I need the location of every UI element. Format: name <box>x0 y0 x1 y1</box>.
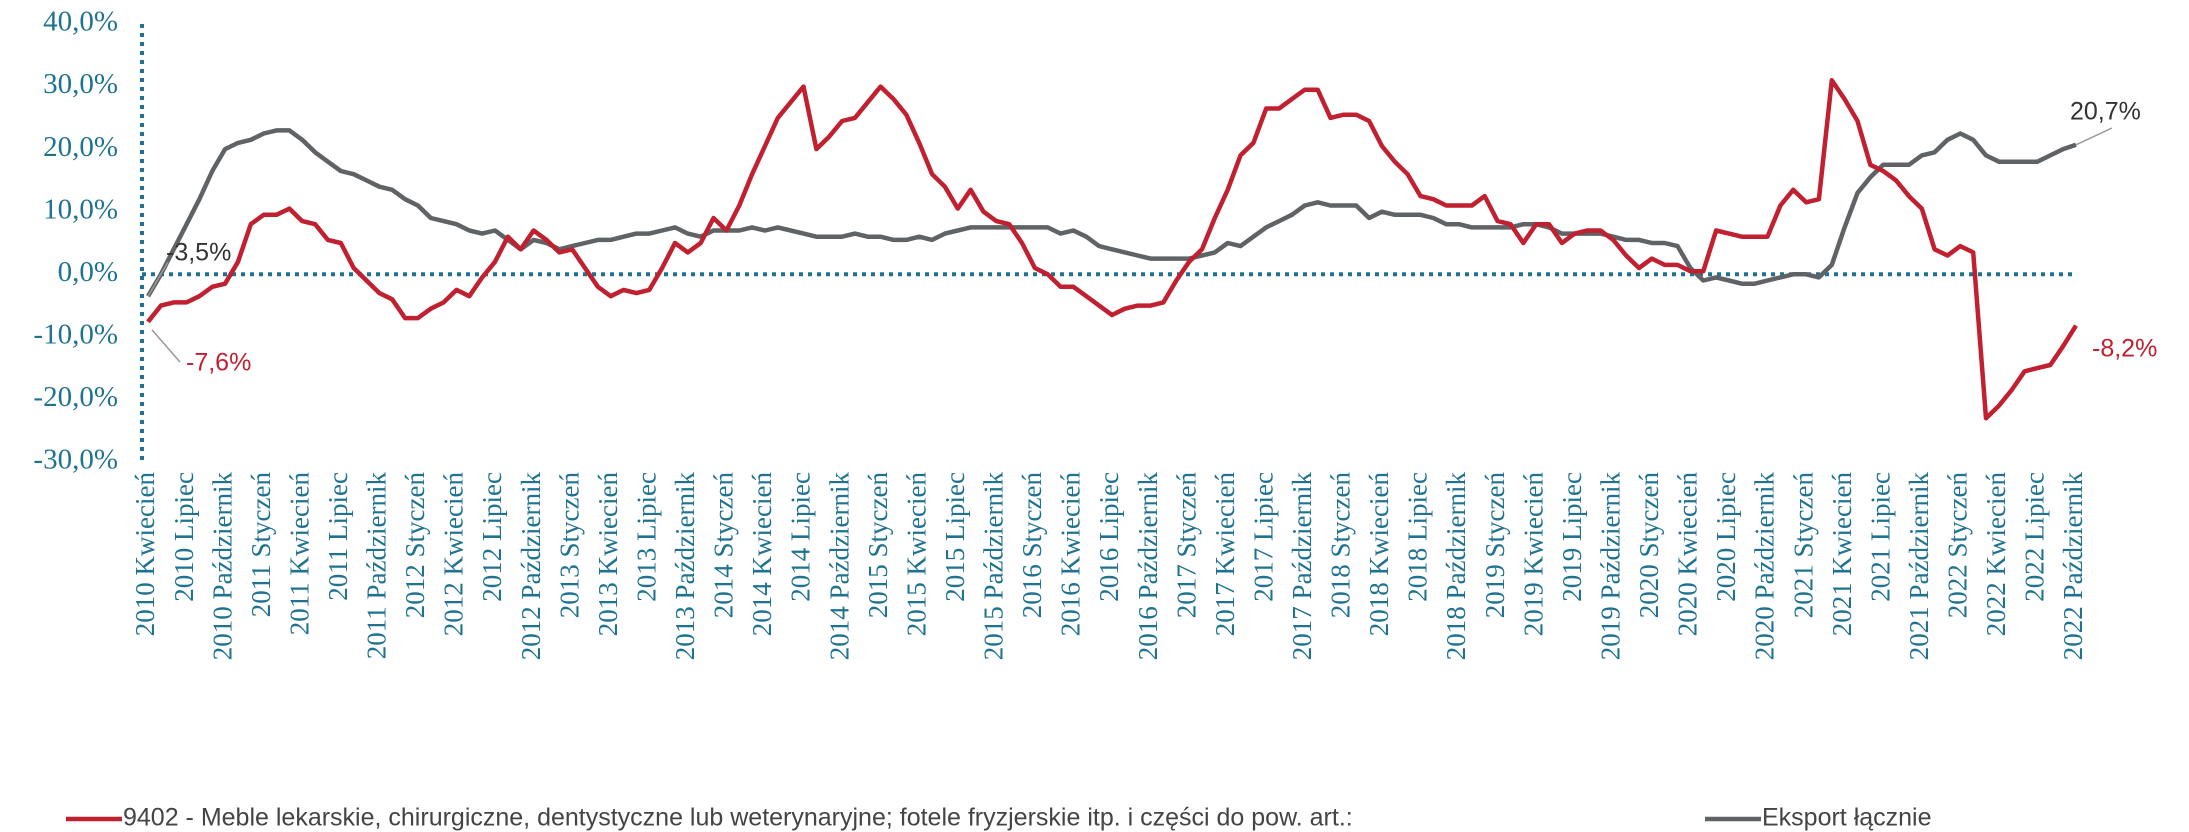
y-tick-label: -20,0% <box>33 381 118 413</box>
x-tick-label: 2013 Kwiecień <box>593 472 623 637</box>
x-tick-label: 2011 Styczeń <box>246 472 276 618</box>
series-line <box>146 78 2078 421</box>
x-tick-label: 2021 Lipiec <box>1865 472 1895 602</box>
x-tick-label: 2022 Lipiec <box>2020 472 2050 602</box>
x-tick-label: 2016 Lipiec <box>1094 472 1124 602</box>
x-tick-label: 2014 Styczeń <box>709 472 739 619</box>
x-tick-label: 2018 Lipiec <box>1403 472 1433 602</box>
x-tick-label: 2015 Kwiecień <box>901 472 931 637</box>
x-tick-label: 2021 Kwiecień <box>1827 472 1857 637</box>
y-tick-label: 40,0% <box>43 6 118 38</box>
legend-label: 9402 - Meble lekarskie, chirurgiczne, de… <box>123 804 1353 832</box>
x-tick-label: 2010 Kwiecień <box>130 472 160 637</box>
annotation-leader <box>151 329 181 363</box>
x-tick-label: 2018 Kwiecień <box>1364 472 1394 637</box>
legend-label: Eksport łącznie <box>1762 804 1932 832</box>
x-tick-label: 2013 Styczeń <box>554 472 584 619</box>
x-tick-label: 2012 Październik <box>516 472 546 661</box>
x-tick-label: 2021 Październik <box>1904 472 1934 661</box>
x-tick-label: 2015 Lipiec <box>940 472 970 602</box>
y-tick-label: 20,0% <box>43 131 118 163</box>
x-tick-label: 2020 Kwiecień <box>1673 472 1703 637</box>
y-tick-label: 10,0% <box>43 193 118 225</box>
x-tick-label: 2012 Lipiec <box>477 472 507 602</box>
x-tick-label: 2017 Styczeń <box>1171 472 1201 619</box>
x-tick-label: 2013 Październik <box>670 472 700 661</box>
x-tick-label: 2018 Październik <box>1441 472 1471 661</box>
y-tick-label: -30,0% <box>33 444 118 476</box>
x-tick-label: 2019 Styczeń <box>1480 472 1510 619</box>
x-tick-label: 2016 Październik <box>1133 472 1163 661</box>
x-tick-label: 2022 Październik <box>2058 472 2088 661</box>
x-tick-label: 2014 Lipiec <box>786 472 816 602</box>
annotation: -8,2% <box>2092 335 2157 363</box>
x-tick-label: 2010 Lipiec <box>169 472 199 602</box>
x-tick-label: 2015 Styczeń <box>863 472 893 619</box>
x-tick-label: 2020 Styczeń <box>1634 472 1664 619</box>
x-tick-label: 2021 Styczeń <box>1788 472 1818 619</box>
x-tick-label: 2017 Lipiec <box>1248 472 1278 602</box>
x-tick-label: 2014 Kwiecień <box>747 472 777 637</box>
x-tick-label: 2016 Styczeń <box>1017 472 1047 619</box>
x-tick-label: 2015 Październik <box>979 472 1009 661</box>
x-tick-label: 2022 Kwiecień <box>1981 472 2011 637</box>
x-tick-label: 2014 Październik <box>824 472 854 661</box>
x-tick-label: 2020 Październik <box>1750 472 1780 661</box>
x-tick-label: 2016 Kwiecień <box>1056 472 1086 637</box>
x-tick-label: 2022 Styczeń <box>1943 472 1973 619</box>
x-tick-label: 2017 Kwiecień <box>1210 472 1240 637</box>
x-tick-label: 2011 Październik <box>362 472 392 660</box>
x-tick-label: 2020 Lipiec <box>1711 472 1741 602</box>
x-tick-label: 2011 Kwiecień <box>284 472 314 636</box>
x-tick-label: 2019 Październik <box>1595 472 1625 661</box>
annotation: -7,6% <box>186 349 251 377</box>
x-tick-label: 2010 Październik <box>207 472 237 661</box>
x-tick-label: 2013 Lipiec <box>631 472 661 602</box>
x-tick-label: 2018 Styczeń <box>1326 472 1356 619</box>
y-tick-label: -10,0% <box>33 319 118 351</box>
y-tick-label: 0,0% <box>58 256 118 288</box>
x-tick-label: 2019 Kwiecień <box>1518 472 1548 637</box>
x-tick-label: 2012 Styczeń <box>400 472 430 619</box>
annotation: -3,5% <box>166 239 231 267</box>
x-tick-label: 2017 Październik <box>1287 472 1317 661</box>
annotation-leader <box>147 261 169 297</box>
y-tick-label: 30,0% <box>43 68 118 100</box>
annotation: 20,7% <box>2070 98 2141 126</box>
x-tick-label: 2012 Kwiecień <box>439 472 469 637</box>
x-tick-label: 2011 Lipiec <box>323 472 353 601</box>
annotation-leader <box>2075 127 2113 146</box>
x-tick-label: 2019 Lipiec <box>1557 472 1587 602</box>
series-line <box>146 128 2077 298</box>
